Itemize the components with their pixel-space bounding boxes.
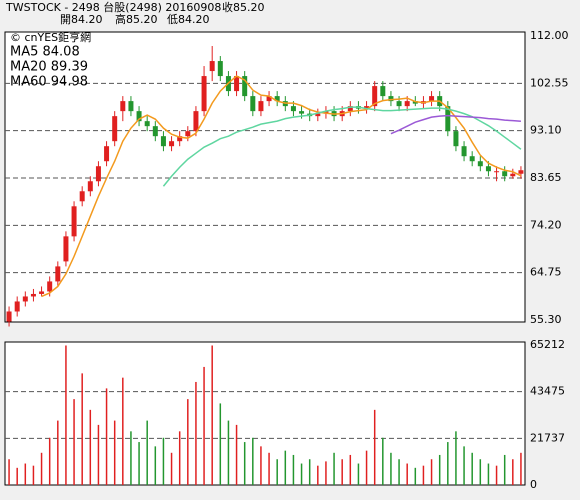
legend-entry: MA60 94.98: [10, 75, 88, 90]
candle-body: [372, 86, 378, 107]
candle-body: [71, 206, 77, 237]
candle-body: [242, 76, 248, 97]
candle-body: [315, 113, 321, 117]
candle-body: [209, 61, 215, 72]
candle-body: [169, 141, 175, 147]
candle-body: [274, 96, 280, 102]
candle-body: [347, 106, 353, 112]
y-tick-label: 112.00: [530, 29, 569, 42]
y-tick-label: 102.55: [530, 76, 569, 89]
volume-tick-label: 43475: [530, 385, 565, 398]
legend-entry: MA20 89.39: [10, 60, 88, 75]
candle-body: [217, 61, 223, 77]
candle-body: [445, 106, 451, 132]
candle-body: [396, 101, 402, 107]
candle-body: [364, 106, 370, 109]
candle-body: [144, 121, 150, 127]
volume-panel: [4, 341, 526, 486]
y-tick-label: 55.30: [530, 313, 562, 326]
candle-body: [120, 101, 126, 112]
header: TWSTOCK - 2498 台股(2498) 20160908: [5, 0, 221, 14]
candle-body: [160, 136, 166, 147]
candle-body: [404, 101, 410, 107]
candle-body: [469, 156, 475, 162]
volume-tick-label: 65212: [530, 338, 565, 351]
ma-line: [162, 106, 522, 187]
candle-body: [234, 76, 240, 92]
y-tick-label: 93.10: [530, 124, 562, 137]
candle-body: [55, 266, 61, 282]
header: 收85.20: [222, 0, 265, 14]
candle-body: [95, 166, 101, 182]
candle-body: [47, 281, 53, 292]
candle-body: [79, 191, 85, 202]
ma-line: [41, 75, 522, 298]
price-panel: [4, 31, 526, 323]
candle-body: [63, 236, 69, 262]
candle-body: [518, 170, 524, 174]
candle-body: [258, 101, 264, 112]
candle-body: [22, 296, 28, 302]
candle-body: [429, 96, 435, 102]
candle-body: [30, 293, 36, 297]
header: 低84.20: [167, 13, 210, 26]
candle-body: [290, 106, 296, 112]
candle-body: [193, 111, 199, 132]
candle-body: [477, 161, 483, 167]
header: 開84.20: [60, 13, 103, 26]
candle-body: [104, 146, 110, 162]
candle-body: [185, 131, 191, 137]
candle-body: [6, 311, 12, 322]
candle-body: [39, 291, 45, 294]
candle-body: [461, 146, 467, 157]
candle-body: [112, 116, 118, 142]
candle-body: [128, 101, 134, 112]
y-tick-label: 64.75: [530, 266, 562, 279]
candle-body: [136, 111, 142, 122]
y-tick-label: 83.65: [530, 171, 562, 184]
y-tick-label: 74.20: [530, 218, 562, 231]
candle-body: [201, 76, 207, 112]
candle-body: [502, 171, 508, 177]
candle-body: [14, 301, 20, 312]
source: © cnYES鉅亨網: [10, 30, 91, 44]
candle-body: [380, 86, 386, 97]
legend-entry: MA5 84.08: [10, 45, 80, 60]
candle-body: [266, 96, 272, 102]
candle-body: [152, 126, 158, 137]
header: 高85.20: [115, 12, 158, 26]
candle-body: [453, 131, 459, 147]
candle-body: [485, 166, 491, 172]
ma-line: [390, 114, 521, 135]
candle-body: [177, 136, 183, 142]
candle-body: [250, 96, 256, 112]
volume-tick-label: 21737: [530, 431, 565, 444]
candle-body: [510, 173, 516, 177]
candle-body: [494, 171, 500, 173]
candle-body: [87, 181, 93, 192]
candle-body: [299, 111, 305, 114]
volume-tick-label: 0: [530, 478, 537, 491]
candle-body: [388, 96, 394, 102]
